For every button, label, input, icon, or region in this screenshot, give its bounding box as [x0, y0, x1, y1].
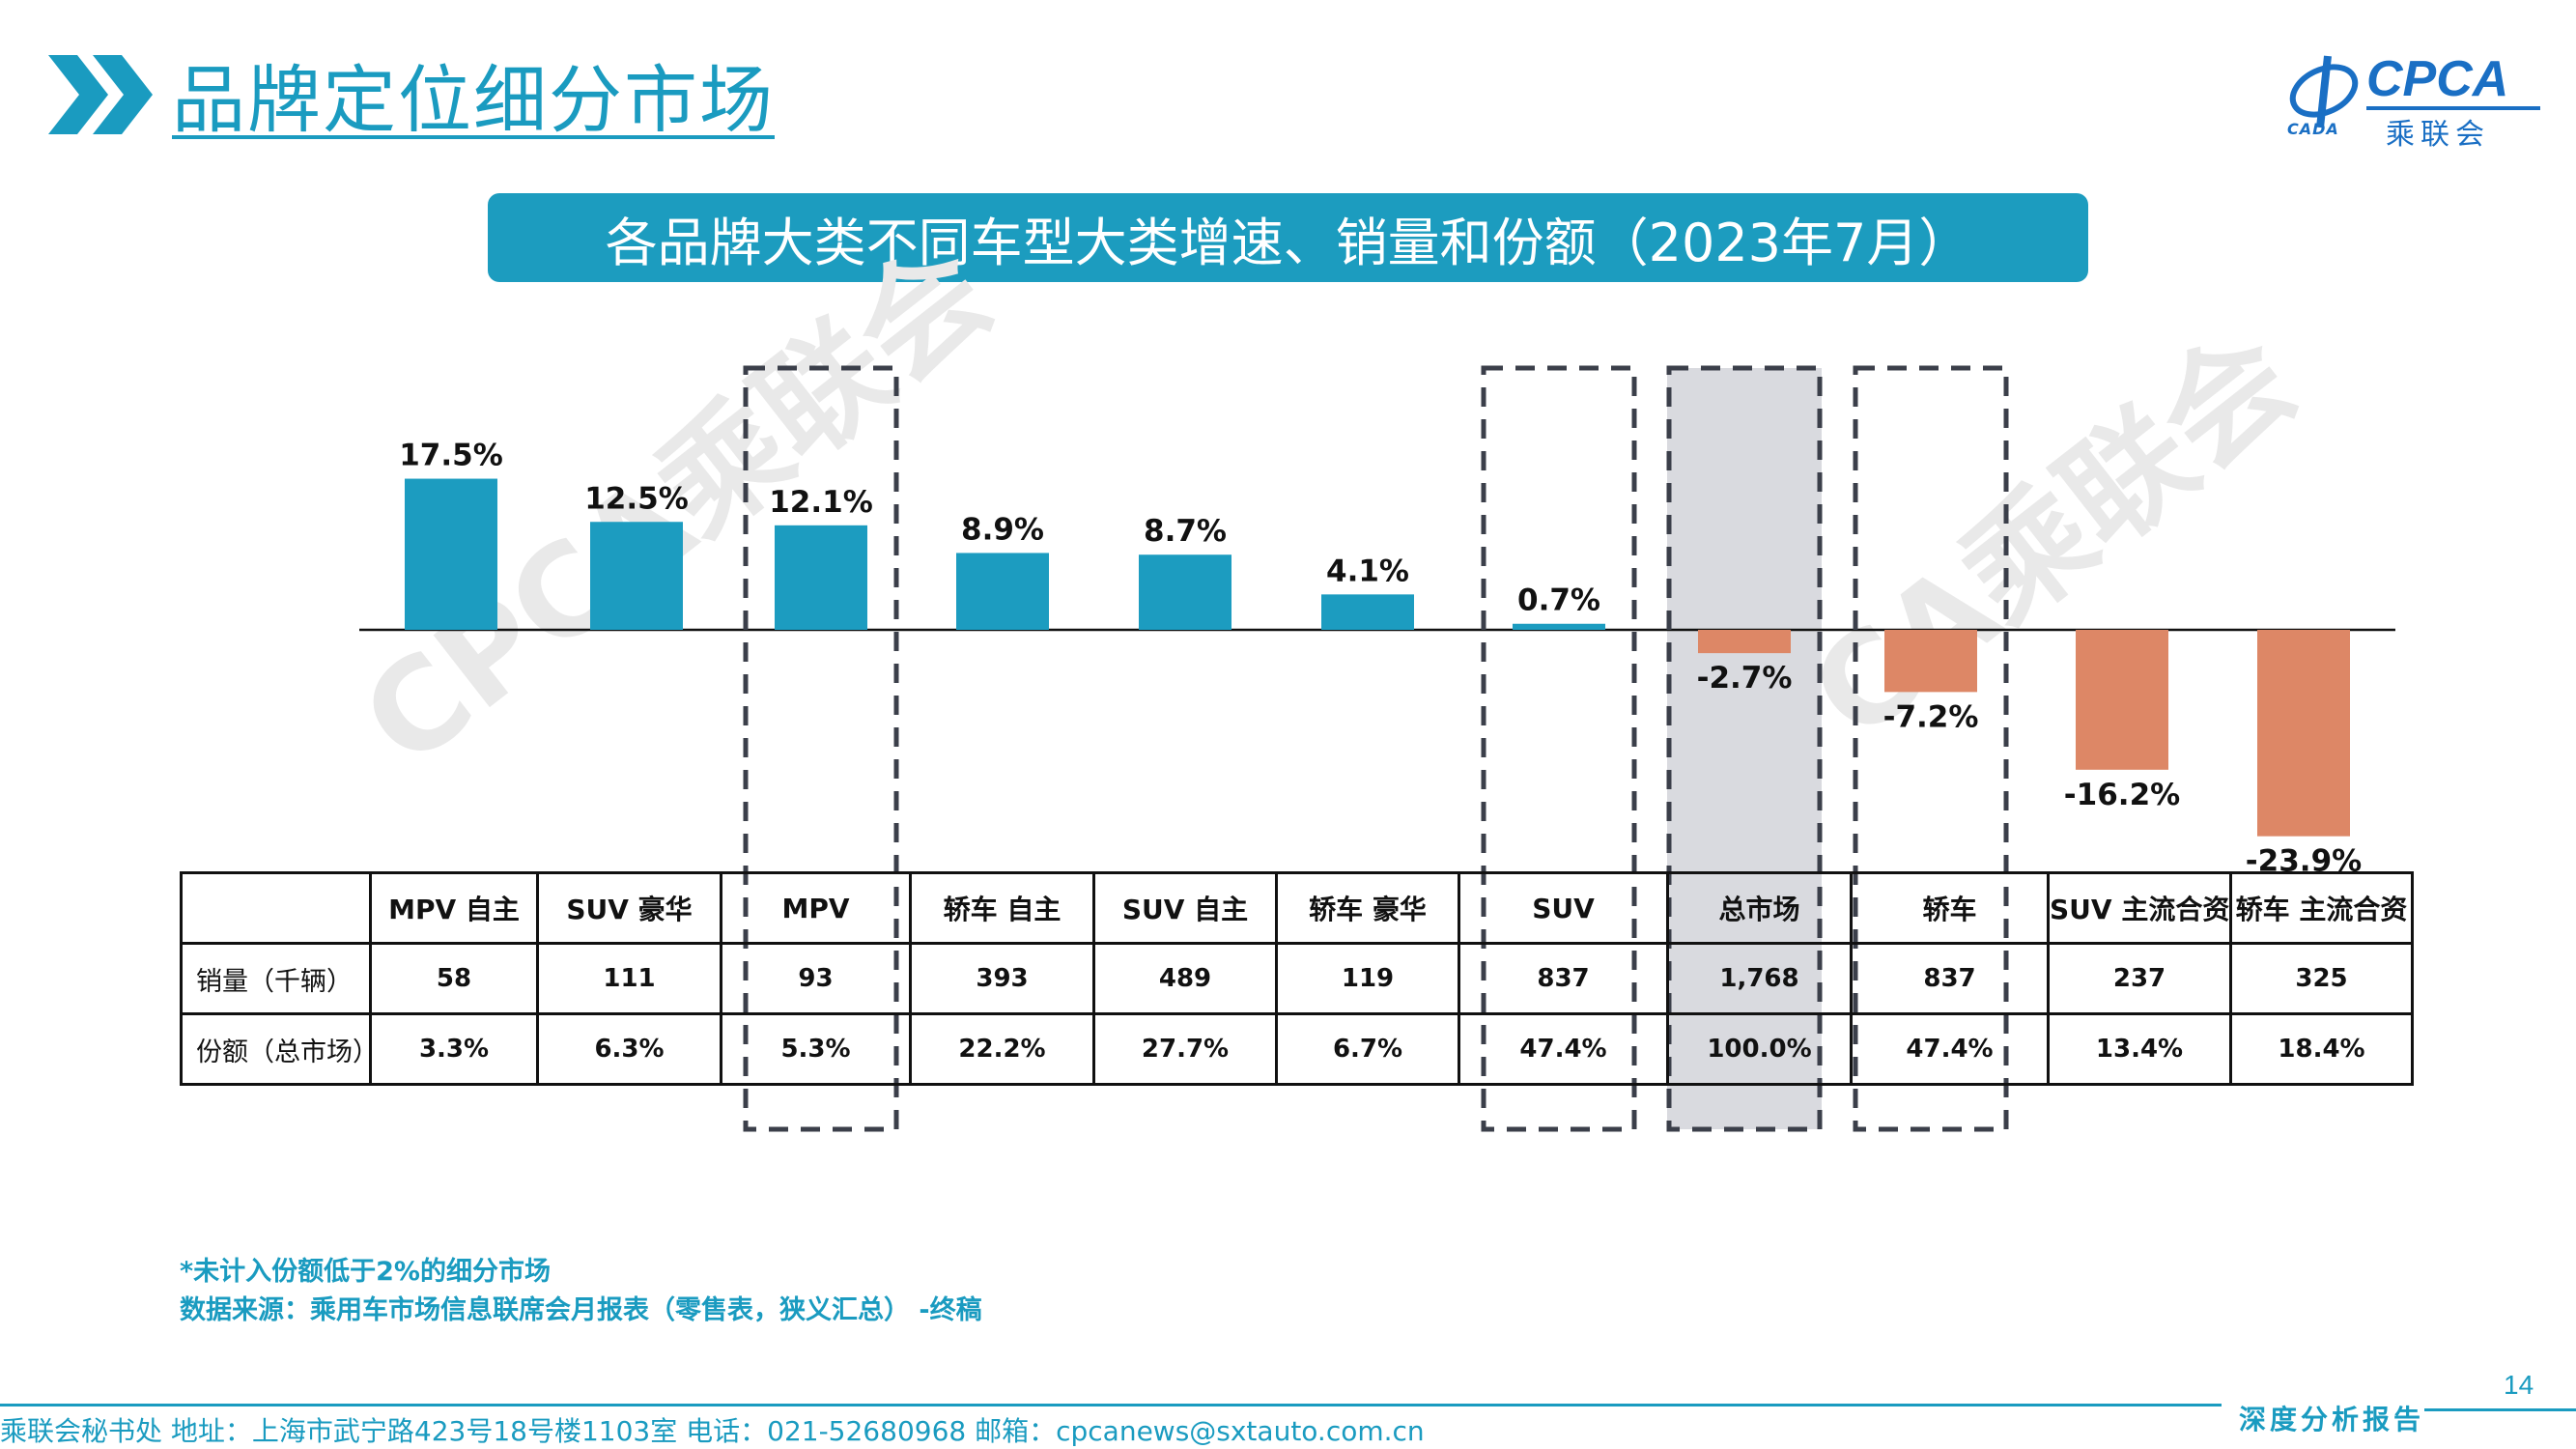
table-cell: 18.4%: [2229, 1012, 2414, 1086]
table-cell: 22.2%: [909, 1012, 1095, 1086]
chevron-arrows-icon: [48, 55, 153, 134]
table-cell: 3.3%: [369, 1012, 539, 1086]
table-header-cell: 轿车 豪华: [1275, 871, 1460, 945]
table-header-row: MPV 自主 SUV 豪华 MPV 轿车 自主 SUV 自主 轿车 豪华 SUV 总市场 轿车 S…: [180, 871, 2414, 945]
bar-2: [775, 525, 867, 630]
report-label: 深度分析报告: [2239, 1404, 2425, 1435]
table-row-label: 份额（总市场）: [180, 1012, 372, 1086]
bar-7: [1698, 630, 1791, 654]
logo-underline: [2366, 106, 2540, 110]
bar-1: [590, 522, 683, 630]
table-cell: 27.7%: [1092, 1012, 1278, 1086]
data-label-6: 0.7%: [1517, 583, 1600, 618]
data-label-8: -7.2%: [1883, 699, 1979, 734]
footer-line: [0, 1404, 2222, 1406]
logo-text-en: CPCA: [2366, 51, 2509, 107]
table-header-cell: 总市场: [1666, 871, 1853, 945]
bar-0: [405, 478, 497, 630]
table-cell: 393: [909, 942, 1095, 1015]
highlight-box-2: [743, 365, 899, 1132]
table-header-cell: SUV 自主: [1092, 871, 1278, 945]
table-cell: 47.4%: [1458, 1012, 1669, 1086]
cpca-logo: CADA CPCA 乘联会: [2285, 50, 2546, 152]
table-cell: 6.3%: [536, 1012, 722, 1086]
table-row-label: 销量（千辆）: [180, 942, 372, 1015]
highlight-box-8: [1853, 365, 2009, 1132]
table-header-cell: SUV: [1458, 871, 1669, 945]
table-cell: 111: [536, 942, 722, 1015]
page-title: 品牌定位细分市场: [172, 57, 775, 143]
table-row-share: 份额（总市场） 3.3% 6.3% 5.3% 22.2% 27.7% 6.7% 47.4% 10…: [180, 1012, 2414, 1086]
note-exclusion: *未计入份额低于2%的细分市场: [180, 1257, 551, 1287]
bar-10: [2257, 630, 2350, 837]
table-header-cell: SUV 主流合资: [2047, 871, 2232, 945]
bar-8: [1884, 630, 1977, 693]
table-cell: 837: [1458, 942, 1669, 1015]
data-label-2: 12.1%: [769, 485, 873, 520]
table-cell: 489: [1092, 942, 1278, 1015]
table-header-cell: SUV 豪华: [536, 871, 722, 945]
data-label-3: 8.9%: [961, 512, 1044, 547]
data-label-9: -16.2%: [2064, 778, 2180, 812]
table-cell: 837: [1850, 942, 2050, 1015]
bar-3: [956, 553, 1049, 630]
table-cell: 47.4%: [1850, 1012, 2050, 1086]
table-header-cell: 轿车 主流合资: [2229, 871, 2414, 945]
table-cell: 237: [2047, 942, 2232, 1015]
table-cell: 325: [2229, 942, 2414, 1015]
highlight-box-7: [1666, 365, 1823, 1132]
footer-line: [2424, 1408, 2576, 1411]
data-label-0: 17.5%: [399, 439, 503, 473]
table-cell: 119: [1275, 942, 1460, 1015]
chart-notes: *未计入份额低于2%的细分市场 数据来源：乘用车市场信息联席会月报表（零售表，狭…: [180, 1253, 982, 1330]
footer-contact: 乘联会秘书处 地址：上海市武宁路423号18号楼1103室 电话：021-526…: [0, 1415, 1425, 1447]
table-header-cell: MPV: [720, 871, 912, 945]
bar-5: [1321, 594, 1414, 630]
table-cell: 100.0%: [1666, 1012, 1853, 1086]
table-cell: 13.4%: [2047, 1012, 2232, 1086]
page-number: 14: [2504, 1370, 2534, 1400]
table-cell: 58: [369, 942, 539, 1015]
table-header-cell: 轿车: [1850, 871, 2050, 945]
note-source: 数据来源：乘用车市场信息联席会月报表（零售表，狭义汇总） -终稿: [180, 1295, 982, 1325]
data-label-7: -2.7%: [1697, 661, 1793, 696]
highlight-box-6: [1481, 365, 1637, 1132]
chart-subtitle-banner: 各品牌大类不同车型大类增速、销量和份额（2023年7月）: [488, 193, 2088, 282]
logo-small-text: CADA: [2287, 120, 2339, 138]
data-label-1: 12.5%: [584, 481, 689, 516]
bar-4: [1139, 554, 1231, 630]
data-label-4: 8.7%: [1144, 514, 1227, 549]
table-cell: 5.3%: [720, 1012, 912, 1086]
logo-text-cn: 乘联会: [2386, 118, 2490, 152]
table-corner-cell: [180, 871, 372, 945]
table-row-sales: 销量（千辆） 58 111 93 393 489 119 837 1,768 837 237 325: [180, 942, 2414, 1015]
table-cell: 1,768: [1666, 942, 1853, 1015]
table-header-cell: MPV 自主: [369, 871, 539, 945]
table-cell: 6.7%: [1275, 1012, 1460, 1086]
table-header-cell: 轿车 自主: [909, 871, 1095, 945]
table-cell: 93: [720, 942, 912, 1015]
data-table: MPV 自主 SUV 豪华 MPV 轿车 自主 SUV 自主 轿车 豪华 SUV 总市场 轿车 S…: [180, 871, 2414, 1086]
bar-6: [1513, 623, 1605, 630]
data-label-5: 4.1%: [1326, 554, 1409, 588]
logo-emblem-icon: [2289, 55, 2359, 128]
bar-9: [2076, 630, 2168, 770]
